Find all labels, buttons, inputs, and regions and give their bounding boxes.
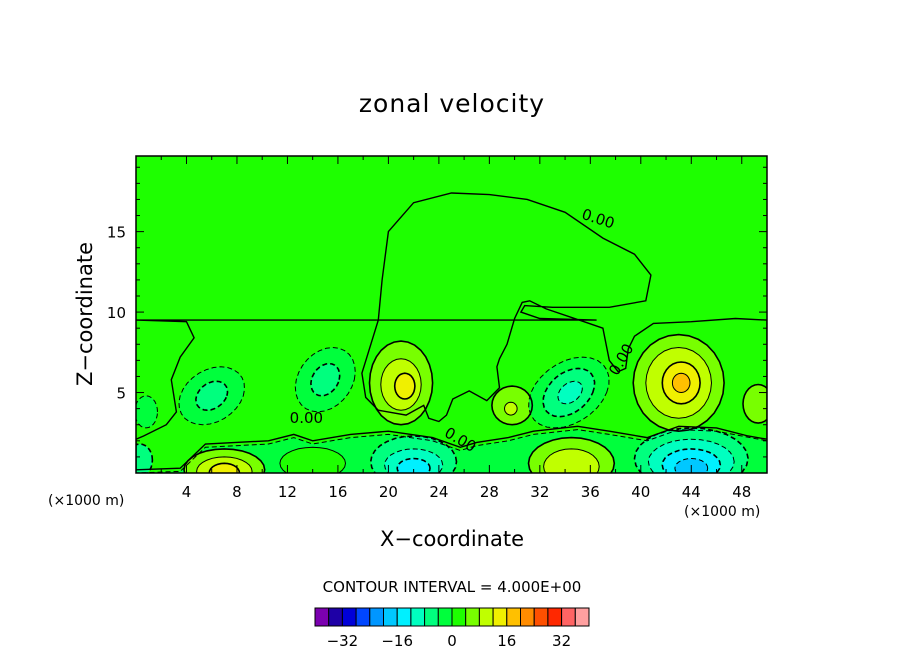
region-max-29-2 bbox=[504, 402, 518, 416]
colorbar-tick-label: 16 bbox=[497, 632, 516, 650]
contour-max-43-1 bbox=[632, 333, 725, 433]
colorbar-swatch bbox=[369, 607, 384, 627]
colorbar-swatch bbox=[520, 607, 535, 627]
contour-low-min-22-1 bbox=[369, 435, 458, 473]
x-tick-label: 12 bbox=[278, 483, 297, 501]
colorbar-swatch bbox=[451, 607, 467, 627]
x-unit-left: (×1000 m) bbox=[48, 493, 124, 509]
colorbar-swatch bbox=[465, 607, 480, 627]
colorbar-swatch bbox=[341, 607, 357, 627]
colorbar-swatch bbox=[561, 607, 576, 627]
zero-contour bbox=[136, 192, 767, 471]
region-min-left-2 bbox=[195, 381, 228, 411]
colorbar-tick-label: 0 bbox=[447, 632, 457, 650]
contour-max-29-1 bbox=[491, 385, 534, 426]
region-min-mid-2 bbox=[310, 363, 340, 396]
x-tick-label: 16 bbox=[328, 483, 347, 501]
colorbar-swatch bbox=[547, 607, 563, 627]
contour-low-max-7-3 bbox=[208, 462, 241, 473]
y-tick-label: 10 bbox=[107, 304, 126, 322]
colorbar-swatch bbox=[410, 607, 426, 627]
contour-low-min-22-2 bbox=[384, 448, 444, 473]
region-min-34-3 bbox=[558, 381, 583, 404]
contour-max-mid-2 bbox=[380, 358, 422, 411]
chart-title: zonal velocity bbox=[359, 89, 545, 118]
region-low-max-34-2 bbox=[543, 448, 600, 473]
contour-low-max-34-1 bbox=[527, 436, 616, 473]
contour-low-max-7-2 bbox=[196, 456, 253, 473]
contour-low-min-44-3 bbox=[661, 448, 722, 473]
x-tick-label: 8 bbox=[232, 483, 242, 501]
x-tick-label: 44 bbox=[682, 483, 701, 501]
plot-area bbox=[136, 156, 767, 473]
x-axis-label: X−coordinate bbox=[380, 527, 524, 551]
contour-low-min-44-2 bbox=[647, 438, 735, 473]
region-low-max-7-3 bbox=[209, 463, 240, 473]
x-tick-label: 48 bbox=[732, 483, 751, 501]
x-tick-label: 36 bbox=[581, 483, 600, 501]
contour-low-band bbox=[136, 429, 767, 473]
contour-low-min-44-4 bbox=[674, 457, 709, 473]
x-tick-label: 40 bbox=[631, 483, 650, 501]
region-max-43-4 bbox=[672, 373, 690, 393]
contour-min-34-3 bbox=[557, 380, 583, 405]
colorbar-swatch bbox=[574, 607, 590, 627]
contour-low-max-14 bbox=[279, 446, 347, 473]
y-tick-label: 5 bbox=[116, 385, 126, 403]
contour-max-43-3 bbox=[661, 361, 701, 405]
colorbar-swatch bbox=[383, 607, 398, 627]
colorbar-swatch bbox=[355, 607, 371, 627]
contour-min-34-1 bbox=[528, 356, 610, 429]
y-tick-label: 15 bbox=[107, 224, 126, 242]
region-low-min-0 bbox=[136, 444, 153, 473]
y-axis-label: Z−coordinate bbox=[73, 242, 97, 386]
x-tick-label: 32 bbox=[530, 483, 549, 501]
plot-frame bbox=[135, 155, 768, 474]
colorbar-swatch bbox=[492, 607, 508, 627]
contour-max-29-2 bbox=[503, 401, 518, 416]
contour-lines bbox=[136, 192, 767, 473]
colorbar-swatch bbox=[424, 607, 439, 627]
region-max-49-1 bbox=[743, 384, 767, 424]
colorbar-swatch bbox=[396, 607, 412, 627]
region-low-min-22-3 bbox=[397, 458, 430, 473]
x-tick-label: 24 bbox=[429, 483, 448, 501]
region-min-left-3 bbox=[136, 395, 158, 428]
contour-max-mid-1 bbox=[368, 340, 434, 426]
x-tick-label: 28 bbox=[480, 483, 499, 501]
colorbar-swatch bbox=[506, 607, 521, 627]
contour-max-49-1 bbox=[742, 383, 767, 424]
region-0-to-4 bbox=[136, 193, 767, 470]
contour-interval-label: CONTOUR INTERVAL = 4.000E+00 bbox=[323, 578, 582, 596]
colorbar-swatch bbox=[437, 607, 453, 627]
x-tick-label: 4 bbox=[182, 483, 192, 501]
contour-low-max-7-1 bbox=[183, 448, 266, 473]
colorbar-tick-label: 32 bbox=[552, 632, 571, 650]
contour-low-min-22-3 bbox=[396, 457, 431, 473]
colorbar-swatch bbox=[533, 607, 549, 627]
region-max-mid-3 bbox=[394, 373, 415, 399]
colorbar-swatch bbox=[328, 607, 343, 627]
colorbar-tick-label: −32 bbox=[327, 632, 359, 650]
contour-min-mid-1 bbox=[294, 346, 356, 413]
colorbar-swatch bbox=[478, 607, 494, 627]
contour-min-left-1 bbox=[178, 366, 246, 426]
contour-max-mid-3 bbox=[393, 372, 416, 400]
x-unit-right: (×1000 m) bbox=[684, 504, 760, 520]
contour-max-43-2 bbox=[645, 346, 713, 419]
contour-label: 0.00 bbox=[290, 409, 323, 427]
region-low-max-14 bbox=[279, 447, 346, 473]
colorbar-swatch bbox=[314, 607, 330, 627]
colorbar-tick-label: −16 bbox=[381, 632, 413, 650]
contour-low-min-44-1 bbox=[633, 427, 749, 473]
contour-low-max-34-2 bbox=[543, 448, 600, 473]
x-tick-label: 20 bbox=[379, 483, 398, 501]
contour-max-43-4 bbox=[671, 372, 691, 394]
colorbar: −32 −16 0 16 32 bbox=[314, 607, 590, 650]
